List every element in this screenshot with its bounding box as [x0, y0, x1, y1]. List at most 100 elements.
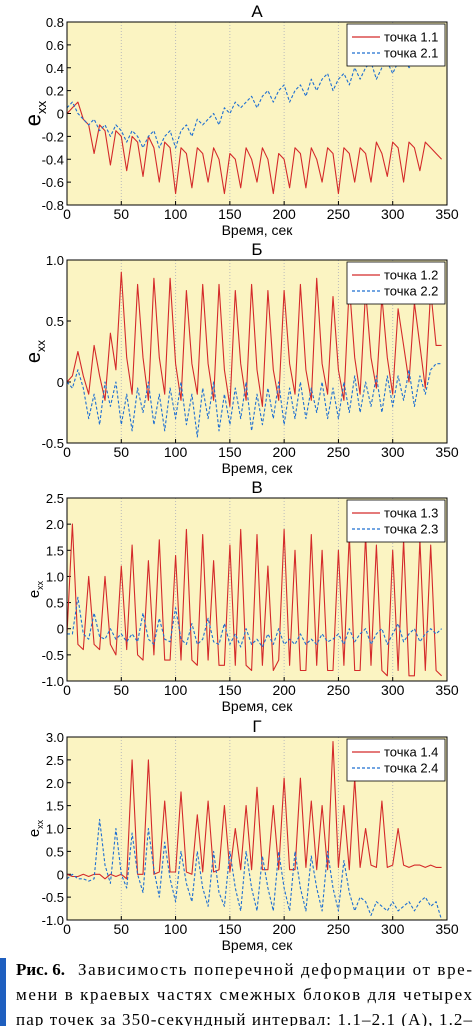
- legend-label: точка 1.1: [384, 30, 438, 45]
- caption-line: пар точек за 350-секундный интервал: 1.1…: [16, 1010, 473, 1026]
- y-tick-label: 0.6: [46, 38, 64, 53]
- x-tick-label: 350: [435, 682, 459, 698]
- x-tick-label: 250: [327, 682, 351, 698]
- y-tick-label: 1.0: [46, 822, 64, 837]
- x-tick-label: 50: [113, 206, 129, 222]
- data-line: [67, 363, 442, 438]
- x-tick-label: 250: [327, 206, 351, 222]
- data-line: [67, 523, 442, 677]
- x-tick-label: 300: [381, 206, 405, 222]
- plot-data: [67, 523, 442, 677]
- x-tick-label: 200: [272, 682, 296, 698]
- plot-frame: [66, 259, 448, 444]
- y-tick-label: -1.0: [42, 913, 64, 928]
- y-tick-label: 0.5: [46, 844, 64, 859]
- caption-label: Рис. 6.: [16, 960, 65, 979]
- y-tick-label: 0.5: [46, 596, 64, 611]
- x-tick-label: 350: [435, 206, 459, 222]
- y-axis-label-sub: xx: [34, 100, 49, 114]
- legend-box: [346, 738, 446, 782]
- y-tick-label: -0.2: [42, 129, 64, 144]
- y-tick-label: 0: [57, 107, 64, 122]
- caption-bar: [0, 958, 6, 1026]
- x-tick-label: 50: [113, 921, 129, 937]
- chart-title: А: [251, 2, 263, 21]
- y-axis-label-sub: xx: [35, 819, 45, 829]
- x-tick-label: 0: [63, 682, 71, 698]
- x-axis-label: Время, сек: [222, 222, 294, 238]
- x-tick-label: 100: [164, 682, 188, 698]
- y-axis-label-main: e: [26, 829, 43, 837]
- y-axis-label: exx: [26, 819, 45, 837]
- x-tick-label: 350: [435, 444, 459, 460]
- y-tick-label: -0.8: [42, 198, 64, 213]
- x-tick-label: 100: [164, 444, 188, 460]
- y-tick-label: 1.5: [46, 543, 64, 558]
- x-tick-label: 0: [63, 206, 71, 222]
- plot-frame: [66, 736, 448, 921]
- y-tick-label: 1.5: [46, 799, 64, 814]
- x-tick-label: 300: [381, 444, 405, 460]
- x-tick-label: 200: [272, 206, 296, 222]
- data-line: [67, 818, 443, 920]
- y-axis-label-sub: xx: [34, 340, 48, 352]
- y-tick-label: -1.0: [42, 674, 64, 689]
- y-axis-label-main: e: [20, 114, 45, 126]
- x-tick-label: 250: [327, 921, 351, 937]
- legend-label: точка 2.1: [384, 46, 438, 61]
- legend-label: точка 1.2: [384, 268, 438, 283]
- data-line: [67, 101, 442, 195]
- plot-frame: [66, 497, 448, 682]
- x-tick-label: 300: [381, 921, 405, 937]
- y-axis-label: exx: [20, 100, 49, 126]
- y-tick-label: 3.0: [46, 730, 64, 745]
- x-tick-label: 100: [164, 206, 188, 222]
- y-tick-label: 0.5: [46, 314, 64, 329]
- x-tick-label: 150: [218, 444, 242, 460]
- x-tick-label: 150: [218, 921, 242, 937]
- y-tick-label: 0: [57, 622, 64, 637]
- x-tick-label: 150: [218, 206, 242, 222]
- plot-data: [67, 741, 443, 920]
- x-tick-label: 100: [164, 921, 188, 937]
- x-tick-label: 200: [272, 921, 296, 937]
- legend-label: точка 2.3: [384, 522, 438, 537]
- y-tick-label: 0.8: [46, 15, 64, 30]
- chart-title: В: [251, 478, 262, 497]
- data-line: [67, 741, 442, 880]
- y-tick-label: 0: [57, 867, 64, 882]
- y-tick-label: 0: [57, 375, 64, 390]
- legend-label: точка 2.4: [384, 761, 438, 776]
- caption-line: Зависимость поперечной деформации от вре…: [78, 960, 472, 979]
- legend-label: точка 2.2: [384, 284, 438, 299]
- y-tick-label: -0.4: [42, 152, 64, 167]
- legend-box: [346, 261, 446, 305]
- chart-title: Б: [251, 240, 262, 259]
- x-tick-label: 350: [435, 921, 459, 937]
- y-axis-label-main: e: [26, 590, 43, 598]
- plot-data: [67, 271, 442, 438]
- x-tick-label: 0: [63, 444, 71, 460]
- plot-frame: [66, 21, 448, 206]
- x-tick-label: 50: [113, 682, 129, 698]
- x-axis-label: Время, сек: [222, 460, 294, 476]
- y-tick-label: 1.0: [46, 569, 64, 584]
- data-line: [67, 596, 442, 648]
- y-axis-label: exx: [26, 580, 45, 598]
- x-tick-label: 0: [63, 921, 71, 937]
- chart-title: Г: [252, 717, 261, 736]
- y-tick-label: 2.0: [46, 776, 64, 791]
- y-tick-label: -0.5: [42, 436, 64, 451]
- y-tick-label: 2.5: [46, 753, 64, 768]
- legend-label: точка 1.3: [384, 506, 438, 521]
- y-tick-label: 1.0: [46, 253, 64, 268]
- y-axis-label: exx: [23, 340, 48, 363]
- y-tick-label: -0.5: [42, 648, 64, 663]
- x-axis-label: Время, сек: [222, 937, 294, 953]
- y-axis-label-sub: xx: [35, 580, 45, 590]
- y-tick-label: 0.4: [46, 61, 64, 76]
- legend-label: точка 1.4: [384, 745, 438, 760]
- x-axis-label: Время, сек: [222, 698, 294, 714]
- data-line: [67, 50, 442, 149]
